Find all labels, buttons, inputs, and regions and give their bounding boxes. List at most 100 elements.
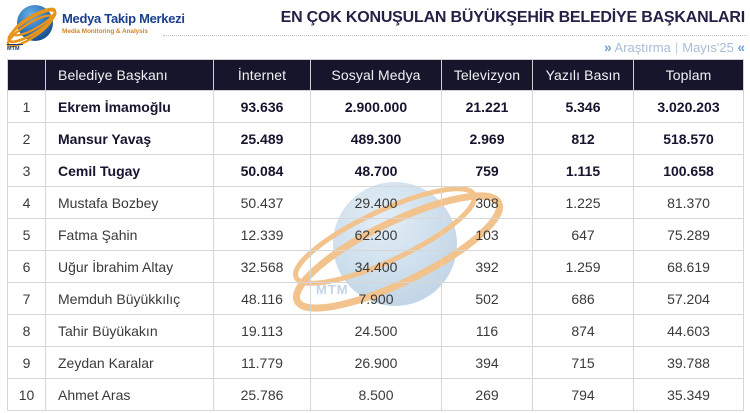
table-header-row: Belediye Başkanı İnternet Sosyal Medya T…	[7, 59, 744, 91]
name-cell: Mansur Yavaş	[45, 122, 214, 155]
value-cell: 502	[441, 282, 533, 315]
value-cell: 19.113	[213, 314, 311, 347]
table-row: 1 Ekrem İmamoğlu 93.636 2.900.000 21.221…	[7, 90, 744, 123]
value-cell: 68.619	[633, 250, 744, 283]
value-cell: 35.349	[633, 378, 744, 411]
rank-cell: 2	[7, 122, 46, 155]
rank-cell: 10	[7, 378, 46, 411]
table-row: 2 Mansur Yavaş 25.489 489.300 2.969 812 …	[7, 122, 744, 155]
value-cell: 21.221	[441, 90, 533, 123]
value-cell: 81.370	[633, 186, 744, 219]
name-cell: Uğur İbrahim Altay	[45, 250, 214, 283]
value-cell: 26.900	[310, 346, 442, 379]
value-cell: 32.568	[213, 250, 311, 283]
dotted-divider	[163, 35, 747, 36]
table-row: 6 Uğur İbrahim Altay 32.568 34.400 392 1…	[7, 250, 744, 283]
value-cell: 5.346	[532, 90, 634, 123]
name-cell: Memduh Büyükkılıç	[45, 282, 214, 315]
value-cell: 34.400	[310, 250, 442, 283]
ranking-table: Belediye Başkanı İnternet Sosyal Medya T…	[7, 59, 744, 411]
rank-cell: 6	[7, 250, 46, 283]
table-row: 10 Ahmet Aras 25.786 8.500 269 794 35.34…	[7, 378, 744, 411]
value-cell: 44.603	[633, 314, 744, 347]
mtm-logo: MTM	[5, 2, 61, 52]
value-cell: 11.779	[213, 346, 311, 379]
brand-tagline: Media Monitoring & Analysis	[62, 28, 148, 35]
svg-text:MTM: MTM	[7, 46, 20, 52]
value-cell: 50.437	[213, 186, 311, 219]
table-row: 8 Tahir Büyükakın 19.113 24.500 116 874 …	[7, 314, 744, 347]
column-header-print-press: Yazılı Basın	[532, 59, 634, 91]
brand-text-block: Medya Takip Merkezi Media Monitoring & A…	[62, 11, 185, 35]
globe-with-orbits-icon: MTM	[6, 5, 57, 52]
column-header-total: Toplam	[633, 59, 744, 91]
value-cell: 394	[441, 346, 533, 379]
rank-cell: 9	[7, 346, 46, 379]
value-cell: 100.658	[633, 154, 744, 187]
rank-cell: 7	[7, 282, 46, 315]
value-cell: 8.500	[310, 378, 442, 411]
research-label-line: » Araştırma | Mayıs'25 «	[604, 40, 745, 55]
value-cell: 3.020.203	[633, 90, 744, 123]
column-header-television: Televizyon	[441, 59, 533, 91]
value-cell: 1.225	[532, 186, 634, 219]
value-cell: 48.116	[213, 282, 311, 315]
name-cell: Mustafa Bozbey	[45, 186, 214, 219]
value-cell: 103	[441, 218, 533, 251]
value-cell: 715	[532, 346, 634, 379]
value-cell: 874	[532, 314, 634, 347]
value-cell: 116	[441, 314, 533, 347]
value-cell: 57.204	[633, 282, 744, 315]
value-cell: 269	[441, 378, 533, 411]
value-cell: 686	[532, 282, 634, 315]
value-cell: 93.636	[213, 90, 311, 123]
value-cell: 2.900.000	[310, 90, 442, 123]
value-cell: 12.339	[213, 218, 311, 251]
name-cell: Ahmet Aras	[45, 378, 214, 411]
table-row: 3 Cemil Tugay 50.084 48.700 759 1.115 10…	[7, 154, 744, 187]
value-cell: 489.300	[310, 122, 442, 155]
value-cell: 794	[532, 378, 634, 411]
value-cell: 75.289	[633, 218, 744, 251]
name-cell: Cemil Tugay	[45, 154, 214, 187]
value-cell: 62.200	[310, 218, 442, 251]
name-cell: Ekrem İmamoğlu	[45, 90, 214, 123]
value-cell: 2.969	[441, 122, 533, 155]
table-body: 1 Ekrem İmamoğlu 93.636 2.900.000 21.221…	[7, 90, 744, 411]
value-cell: 647	[532, 218, 634, 251]
column-header-social-media: Sosyal Medya	[310, 59, 442, 91]
column-header-internet: İnternet	[213, 59, 311, 91]
ranking-table-wrap: Belediye Başkanı İnternet Sosyal Medya T…	[7, 59, 744, 411]
table-row: 9 Zeydan Karalar 11.779 26.900 394 715 3…	[7, 346, 744, 379]
value-cell: 759	[441, 154, 533, 187]
value-cell: 50.084	[213, 154, 311, 187]
table-row: 5 Fatma Şahin 12.339 62.200 103 647 75.2…	[7, 218, 744, 251]
value-cell: 812	[532, 122, 634, 155]
value-cell: 7.900	[310, 282, 442, 315]
rank-cell: 1	[7, 90, 46, 123]
rank-cell: 4	[7, 186, 46, 219]
value-cell: 518.570	[633, 122, 744, 155]
rank-cell: 5	[7, 218, 46, 251]
page-title: EN ÇOK KONUŞULAN BÜYÜKŞEHİR BELEDİYE BAŞ…	[280, 9, 746, 26]
value-cell: 24.500	[310, 314, 442, 347]
column-header-mayor: Belediye Başkanı	[45, 59, 214, 91]
value-cell: 29.400	[310, 186, 442, 219]
value-cell: 308	[441, 186, 533, 219]
value-cell: 1.259	[532, 250, 634, 283]
table-row: 4 Mustafa Bozbey 50.437 29.400 308 1.225…	[7, 186, 744, 219]
name-cell: Tahir Büyükakın	[45, 314, 214, 347]
name-cell: Fatma Şahin	[45, 218, 214, 251]
value-cell: 392	[441, 250, 533, 283]
value-cell: 39.788	[633, 346, 744, 379]
name-cell: Zeydan Karalar	[45, 346, 214, 379]
value-cell: 1.115	[532, 154, 634, 187]
rank-cell: 3	[7, 154, 46, 187]
column-header-rank	[7, 59, 46, 91]
brand-name: Medya Takip Merkezi	[62, 11, 185, 26]
value-cell: 48.700	[310, 154, 442, 187]
value-cell: 25.489	[213, 122, 311, 155]
research-label: Araştırma	[614, 40, 671, 55]
value-cell: 25.786	[213, 378, 311, 411]
